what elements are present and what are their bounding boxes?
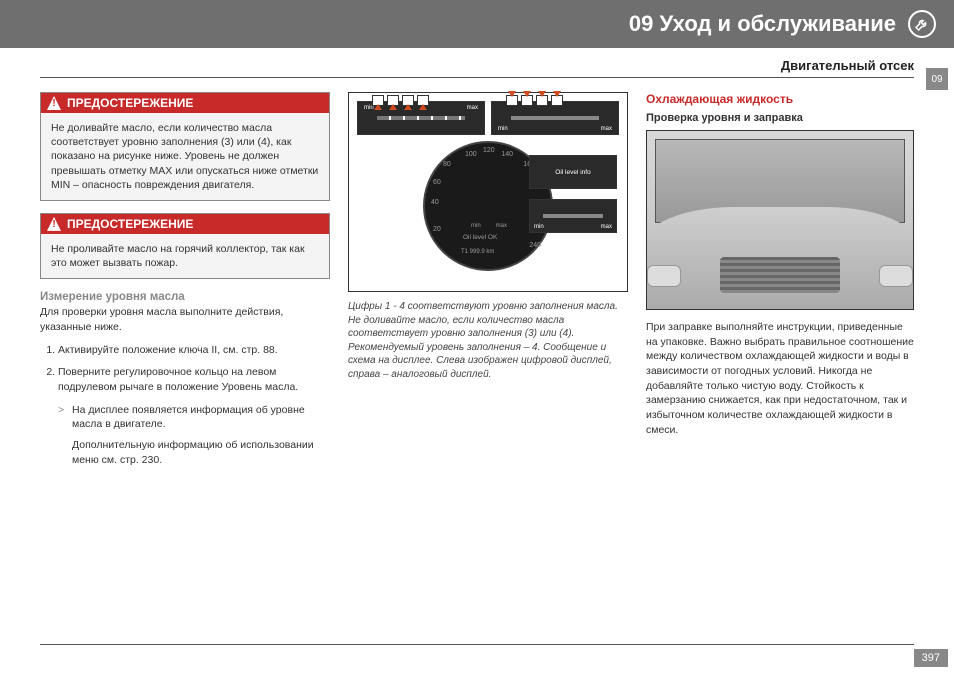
coolant-subheading: Проверка уровня и заправка	[646, 112, 914, 124]
page-number: 397	[914, 649, 948, 667]
oil-level-diagram: min max	[348, 92, 628, 292]
gauge-panel-right: min max	[491, 101, 619, 135]
page-content: ! ПРЕДОСТЕРЕЖЕНИЕ Не доливайте масло, ес…	[0, 78, 954, 475]
section-heading: Измерение уровня масла	[40, 291, 330, 303]
coolant-paragraph: При заправке выполняйте инструкции, прив…	[646, 320, 914, 438]
step-item: Поверните регулировочное кольцо на левом…	[58, 365, 330, 467]
section-subheader: Двигательный отсек	[40, 58, 914, 78]
warning-label: ПРЕДОСТЕРЕЖЕНИЕ	[67, 96, 193, 110]
section-title: Двигательный отсек	[781, 58, 914, 73]
warning-box-1: ! ПРЕДОСТЕРЕЖЕНИЕ Не доливайте масло, ес…	[40, 92, 330, 201]
warning-header: ! ПРЕДОСТЕРЕЖЕНИЕ	[41, 93, 329, 113]
gauge-panel-left: min max	[357, 101, 485, 135]
steps-list: Активируйте положение ключа II, см. стр.…	[40, 343, 330, 468]
warning-body: Не доливайте масло, если количество масл…	[41, 113, 329, 200]
footer-rule	[40, 644, 914, 645]
warning-label: ПРЕДОСТЕРЕЖЕНИЕ	[67, 217, 193, 231]
coolant-heading: Охлаждающая жидкость	[646, 92, 914, 106]
right-mini-panel: min max	[529, 199, 617, 233]
page-tab: 09	[926, 68, 948, 90]
diagram-caption: Цифры 1 - 4 соответствуют уровню заполне…	[348, 300, 628, 381]
warning-box-2: ! ПРЕДОСТЕРЕЖЕНИЕ Не проливайте масло на…	[40, 213, 330, 279]
engine-bay-image	[646, 130, 914, 310]
step-item: Активируйте положение ключа II, см. стр.…	[58, 343, 330, 358]
column-right: Охлаждающая жидкость Проверка уровня и з…	[646, 92, 914, 475]
warning-triangle-icon: !	[47, 217, 61, 231]
intro-paragraph: Для проверки уровня масла выполните дейс…	[40, 305, 330, 334]
warning-header: ! ПРЕДОСТЕРЕЖЕНИЕ	[41, 214, 329, 234]
chapter-title: 09 Уход и обслуживание	[629, 11, 896, 37]
warning-triangle-icon: !	[47, 96, 61, 110]
chapter-header: 09 Уход и обслуживание	[0, 0, 954, 48]
wrench-icon	[908, 10, 936, 38]
right-mini-panel: Oil level info	[529, 155, 617, 189]
column-left: ! ПРЕДОСТЕРЕЖЕНИЕ Не доливайте масло, ес…	[40, 92, 330, 475]
sub-step: На дисплее появляется информация об уров…	[58, 403, 330, 432]
sub-step: Дополнительную информацию об использован…	[58, 438, 330, 467]
warning-body: Не проливайте масло на горячий коллектор…	[41, 234, 329, 278]
column-middle: min max	[348, 92, 628, 475]
